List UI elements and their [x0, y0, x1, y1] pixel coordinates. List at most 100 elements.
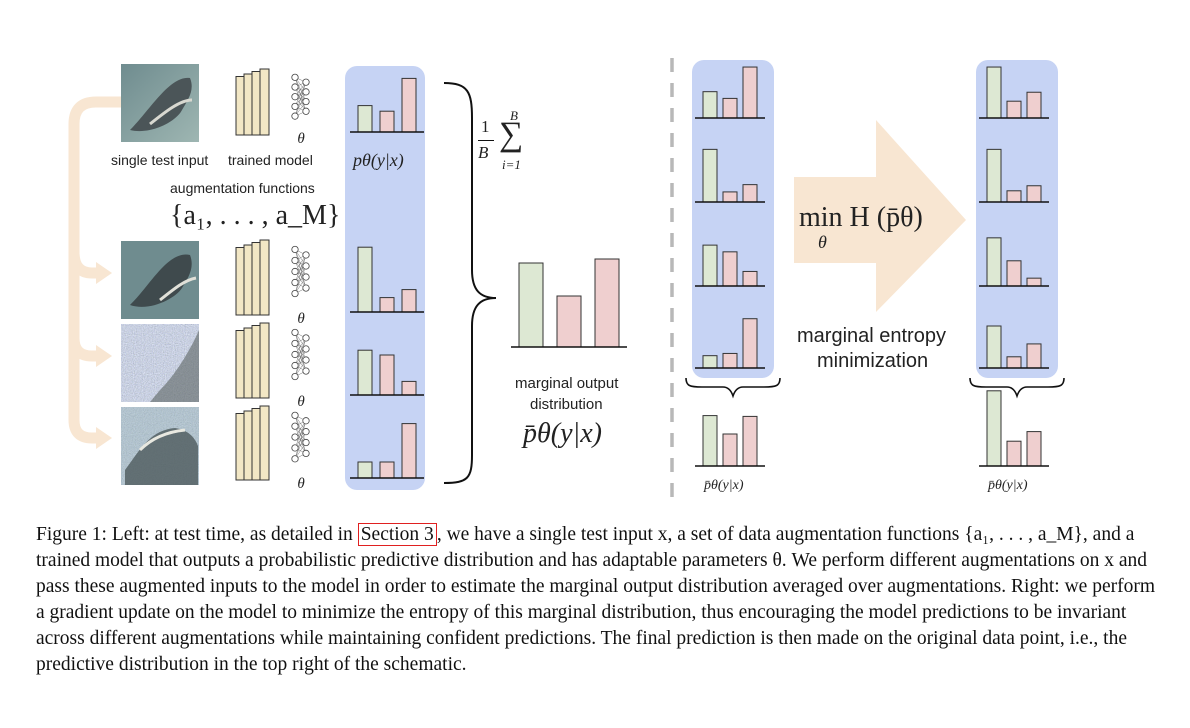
before-marginal-bar-1: [702, 415, 718, 467]
aggregation-brace: [443, 82, 497, 484]
after-marginal-bar-1: [986, 390, 1002, 467]
left-histograms: [350, 77, 424, 479]
before-hist-4-bar-2: [722, 352, 738, 369]
before-marginal-bar-3: [742, 415, 758, 467]
before-hist-1-bar-2: [722, 97, 738, 119]
marginal-hist-bar-3: [594, 258, 620, 348]
augmentation-arrowheads: [96, 262, 112, 449]
after-hist-4-bar-2: [1006, 356, 1022, 369]
marginal-entropy-label: marginal entropy: [797, 325, 946, 347]
before-histogram-4: [695, 318, 765, 369]
before-hist-2-bar-2: [722, 191, 738, 203]
before-hist-1-bar-1: [702, 91, 718, 119]
left-hist-1-bar-3: [401, 77, 417, 133]
left-hist-2-bar-2: [379, 297, 395, 313]
before-histogram-3: [695, 244, 765, 287]
augmentation-arrow-tree: [68, 96, 121, 444]
model-theta-label: θ: [297, 131, 305, 147]
after-histograms: [979, 66, 1049, 369]
after-marginal-bar-3: [1026, 431, 1042, 467]
model-icon-1: θ: [235, 68, 310, 147]
after-panel: [976, 60, 1058, 378]
left-hist-1-bar-1: [357, 105, 373, 133]
after-marginal-histogram: [979, 390, 1049, 467]
after-hist-2-bar-3: [1026, 185, 1042, 203]
left-hist-1-bar-2: [379, 110, 395, 133]
before-hist-4-bar-3: [742, 318, 758, 369]
after-hist-1-bar-2: [1006, 100, 1022, 119]
min-subscript-theta: θ: [818, 232, 827, 252]
schematic-svg: θ θ θ θ: [68, 58, 1065, 498]
left-histogram-2: [350, 246, 424, 313]
left-hist-3-bar-2: [379, 354, 395, 396]
avg-fraction-denominator: B: [478, 143, 489, 162]
section-3-link[interactable]: Section 3: [357, 523, 437, 546]
after-histogram-4: [979, 325, 1049, 369]
after-hist-3-bar-2: [1006, 260, 1022, 287]
left-hist-3-bar-1: [357, 349, 373, 396]
original-input-image: [121, 64, 199, 142]
marginal-hist-bar-1: [518, 262, 544, 348]
marginal-output-label: marginal output: [515, 375, 619, 392]
after-hist-4-bar-3: [1026, 343, 1042, 369]
model-icons: θ θ θ θ: [235, 68, 310, 492]
before-hist-1-bar-3: [742, 66, 758, 119]
distribution-label: distribution: [530, 396, 603, 413]
left-hist-4-bar-2: [379, 461, 395, 479]
marginal-histogram: [511, 258, 627, 348]
augmented-image-2: [121, 324, 199, 402]
before-panel: [692, 60, 774, 378]
after-histogram-2: [979, 148, 1049, 203]
after-hist-3-bar-1: [986, 237, 1002, 287]
model-theta-label: θ: [297, 476, 305, 492]
left-hist-2-bar-1: [357, 246, 373, 313]
after-marginal-bar-2: [1006, 440, 1022, 467]
before-brace: [685, 377, 781, 399]
before-hist-2-bar-1: [702, 148, 718, 203]
left-histogram-1: [350, 77, 424, 133]
figure-schematic: θ θ θ θ single test input trained model aug…: [68, 58, 1065, 498]
after-hist-3-bar-3: [1026, 277, 1042, 287]
p-bar-small-right: p̄θ(y|x): [988, 478, 1028, 493]
model-theta-label: θ: [297, 394, 305, 410]
before-marginal-histogram: [695, 415, 765, 467]
caption-text-start: Left: at test time, as detailed in: [106, 524, 358, 545]
avg-fraction-bar: [478, 140, 494, 141]
before-histogram-1: [695, 66, 765, 119]
after-hist-2-bar-1: [986, 148, 1002, 203]
min-entropy-formula: min H (p̄θ): [799, 202, 923, 233]
left-hist-4-bar-1: [357, 461, 373, 479]
after-histogram-1: [979, 66, 1049, 119]
p-bar-theta-label: p̄θ(y|x): [523, 418, 602, 449]
before-histogram-2: [695, 148, 765, 203]
avg-fraction-numerator: 1: [481, 117, 490, 136]
before-hist-3-bar-3: [742, 270, 758, 287]
left-histogram-4: [350, 423, 424, 479]
augmented-image-1: [121, 241, 199, 319]
p-theta-label: pθ(y|x): [353, 150, 404, 170]
trained-model-label: trained model: [228, 152, 313, 168]
caption-text-rest: , we have a single test input x, a set o…: [36, 524, 1156, 675]
augmented-image-3: [121, 407, 199, 485]
left-hist-4-bar-3: [401, 423, 417, 479]
entropy-arrow: [794, 120, 966, 312]
before-histograms: [695, 66, 765, 369]
left-hist-2-bar-3: [401, 289, 417, 313]
minimization-label: minimization: [817, 350, 929, 372]
left-histogram-3: [350, 349, 424, 396]
before-hist-2-bar-3: [742, 184, 758, 203]
caption-figure-label: Figure 1:: [36, 524, 107, 545]
model-theta-label: θ: [297, 311, 305, 327]
augmentation-set-label: {a₁, . . . , a_M}: [170, 200, 341, 231]
marginal-hist-bar-2: [556, 295, 582, 348]
before-hist-3-bar-2: [722, 251, 738, 287]
before-hist-3-bar-1: [702, 244, 718, 287]
left-hist-3-bar-3: [401, 380, 417, 396]
sum-lower-limit: i=1: [502, 157, 521, 172]
augmentation-functions-label: augmentation functions: [170, 180, 315, 196]
before-hist-4-bar-1: [702, 355, 718, 369]
after-hist-2-bar-2: [1006, 190, 1022, 203]
p-bar-small-left: p̄θ(y|x): [704, 478, 744, 493]
after-brace: [969, 377, 1065, 399]
after-hist-1-bar-3: [1026, 91, 1042, 119]
